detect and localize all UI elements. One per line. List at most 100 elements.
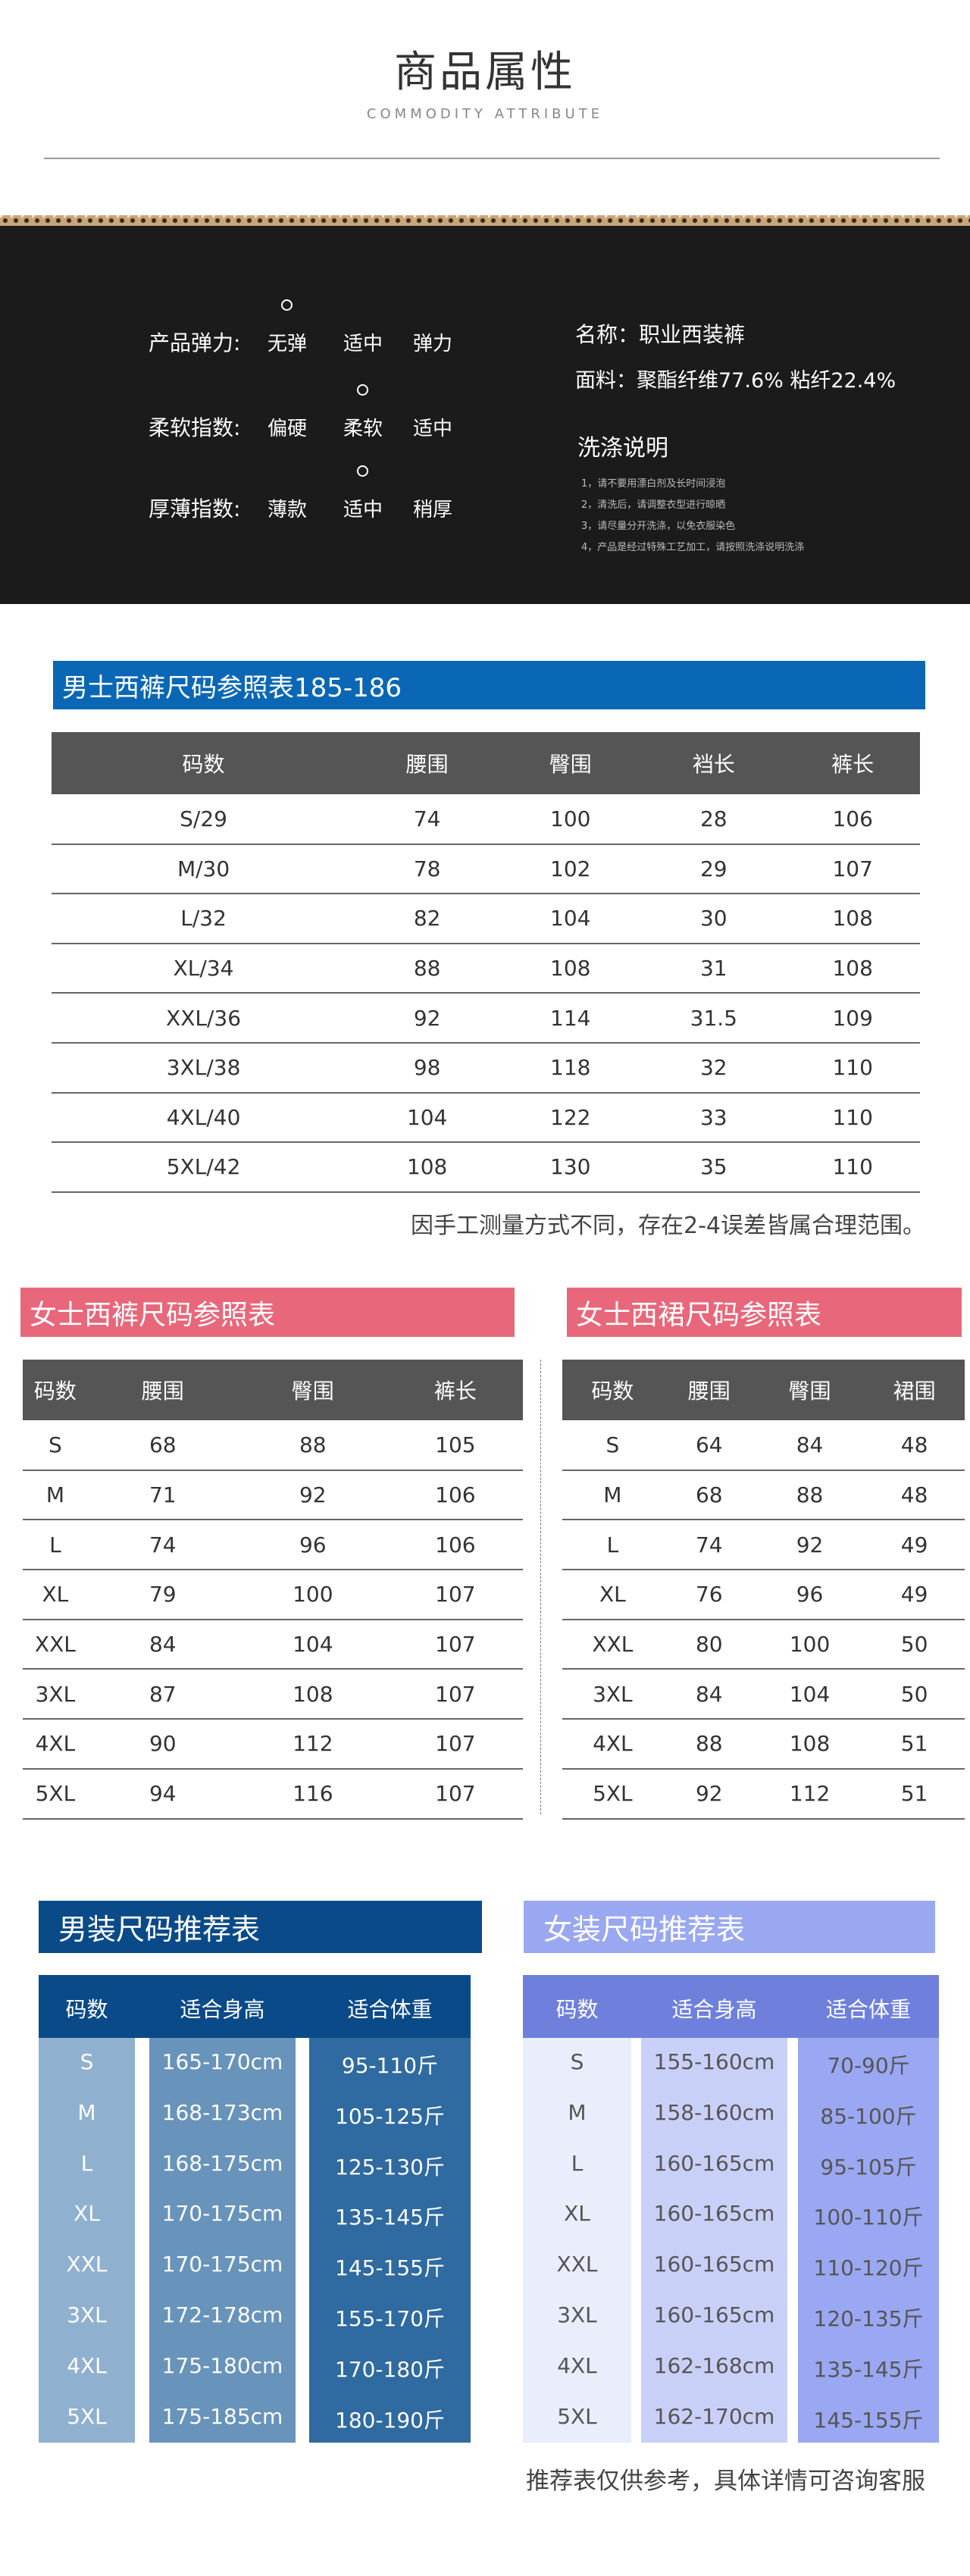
- table-column: [523, 2038, 631, 2443]
- table-row: 4XL 88 108 51: [562, 1719, 965, 1770]
- column-header: 适合身高: [671, 1997, 757, 2022]
- table-cell: 108: [237, 1669, 388, 1720]
- table-cell: M: [562, 1470, 663, 1521]
- page-subtitle: COMMODITY ATTRIBUTE: [366, 106, 604, 122]
- table-row: L 74 92 49: [562, 1520, 965, 1571]
- table-cell: 98: [355, 1042, 499, 1094]
- table-cell: 48: [864, 1470, 965, 1521]
- table-cell: 49: [864, 1570, 965, 1620]
- table-cell: 76: [662, 1570, 756, 1620]
- table-cell: 68: [662, 1470, 756, 1521]
- table-cell: 92: [237, 1470, 388, 1521]
- table-cell: 172-178cm: [161, 2302, 283, 2327]
- column-header: 码数: [52, 732, 356, 794]
- womens-skirt-title: 女士西裙尺码参照表: [567, 1288, 962, 1337]
- table-row: S/29 74 100 28 106: [52, 794, 920, 845]
- table-cell: 88: [237, 1420, 388, 1471]
- table-cell: 4XL: [557, 2352, 597, 2378]
- table-cell: 108: [499, 943, 643, 994]
- table-cell: 88: [662, 1719, 756, 1770]
- table-cell: 106: [785, 794, 920, 845]
- table-cell: 84: [87, 1619, 238, 1670]
- table-row: 5XL/42 108 130 35 110: [52, 1142, 920, 1193]
- attribute-option: 弹力: [413, 333, 453, 355]
- table-cell: 118: [499, 1042, 643, 1094]
- table-row: XL 79 100 107: [23, 1570, 523, 1620]
- attribute-panel: 产品弹力: 无弹 适中 弹力 柔软指数: 偏硬 柔软 适中 厚薄指数: 薄款 适中 稍厚 名称：职业西…: [0, 226, 970, 604]
- table-cell: 104: [755, 1669, 865, 1720]
- table-cell: 107: [387, 1719, 523, 1770]
- table-cell: 4XL: [23, 1719, 88, 1770]
- column-header: 腰围: [87, 1360, 238, 1420]
- table-cell: 170-180斤: [335, 2356, 445, 2382]
- table-cell: 168-175cm: [161, 2150, 283, 2176]
- table-cell: 5XL: [562, 1768, 663, 1820]
- table-cell: 50: [864, 1619, 965, 1670]
- table-cell: 3XL: [557, 2302, 597, 2327]
- table-cell: 100: [755, 1619, 865, 1670]
- table-cell: 4XL/40: [52, 1092, 356, 1144]
- table-cell: XL: [562, 1570, 663, 1620]
- measure-note: 因手工测量方式不同，存在2-4误差皆属合理范围。: [411, 1213, 925, 1239]
- mens-rec-table: 码数 S M L XL XXL 3XL 4XL 5XL 适合身高 165-170cm 168-173c…: [39, 1975, 471, 2443]
- column-header: 腰围: [662, 1360, 756, 1420]
- table-row: XXL 80 100 50: [562, 1619, 965, 1670]
- column-header: 裙围: [864, 1360, 965, 1420]
- table-cell: 175-185cm: [161, 2403, 283, 2429]
- care-title: 洗涤说明: [577, 435, 668, 462]
- table-cell: 108: [355, 1142, 499, 1193]
- table-cell: 35: [642, 1142, 786, 1193]
- table-row: 5XL 92 112 51: [562, 1768, 965, 1820]
- column-header: 码数: [23, 1360, 88, 1420]
- table-cell: XXL/36: [52, 993, 356, 1044]
- table-cell: 50: [864, 1669, 965, 1720]
- table-cell: 70-90斤: [827, 2053, 910, 2078]
- table-column: [641, 2038, 787, 2443]
- table-cell: 90: [87, 1719, 238, 1770]
- table-cell: 108: [755, 1719, 865, 1770]
- table-cell: 106: [387, 1470, 523, 1521]
- column-header: 码数: [65, 1997, 108, 2022]
- table-cell: L: [23, 1520, 88, 1571]
- care-item: 2，清洗后，请调整衣型进行晾晒: [581, 499, 726, 511]
- dashed-divider: [540, 1360, 541, 1814]
- table-cell: 102: [499, 844, 643, 895]
- table-row: 4XL 90 112 107: [23, 1719, 523, 1770]
- table-cell: 104: [355, 1092, 499, 1144]
- table-cell: 31: [642, 943, 786, 994]
- table-cell: 100: [499, 794, 643, 845]
- selected-indicator-icon: [357, 384, 368, 396]
- attribute-option: 适中: [413, 418, 453, 440]
- column-header: 裆长: [642, 732, 786, 794]
- table-cell: 109: [785, 993, 920, 1044]
- table-cell: 180-190斤: [335, 2407, 445, 2433]
- table-cell: 3XL: [67, 2302, 107, 2327]
- table-cell: 106: [387, 1520, 523, 1571]
- table-cell: S: [562, 1420, 663, 1471]
- mens-pants-table: 码数 腰围 臀围 裆长 裤长 S/29 74 100 28 106 M/30 78 102 29 107 L/…: [52, 732, 920, 1193]
- table-row: 4XL/40 104 122 33 110: [52, 1092, 920, 1144]
- table-cell: L: [571, 2150, 584, 2176]
- table-column: [798, 2038, 939, 2443]
- table-cell: 107: [387, 1768, 523, 1820]
- mens-rec-title: 男装尺码推荐表: [39, 1901, 482, 1953]
- table-cell: 78: [355, 844, 499, 895]
- table-cell: 155-170斤: [335, 2306, 445, 2331]
- table-header: [39, 1975, 471, 2038]
- table-column: [309, 2038, 471, 2443]
- table-cell: L: [80, 2150, 93, 2176]
- rec-note: 推荐表仅供参考，具体详情可咨询客服: [526, 2468, 925, 2495]
- table-cell: 116: [237, 1768, 388, 1820]
- table-cell: 170-175cm: [161, 2201, 283, 2227]
- table-cell: XXL: [562, 1619, 663, 1670]
- table-cell: 29: [642, 844, 786, 895]
- attribute-label: 产品弹力:: [149, 330, 241, 355]
- table-cell: XL: [74, 2201, 100, 2227]
- table-cell: 104: [499, 894, 643, 944]
- table-cell: S: [23, 1420, 88, 1471]
- column-header: 臀围: [499, 732, 643, 794]
- table-cell: 80: [662, 1619, 756, 1670]
- table-cell: 5XL: [557, 2403, 597, 2429]
- table-cell: 165-170cm: [161, 2049, 283, 2074]
- table-cell: 108: [785, 943, 920, 994]
